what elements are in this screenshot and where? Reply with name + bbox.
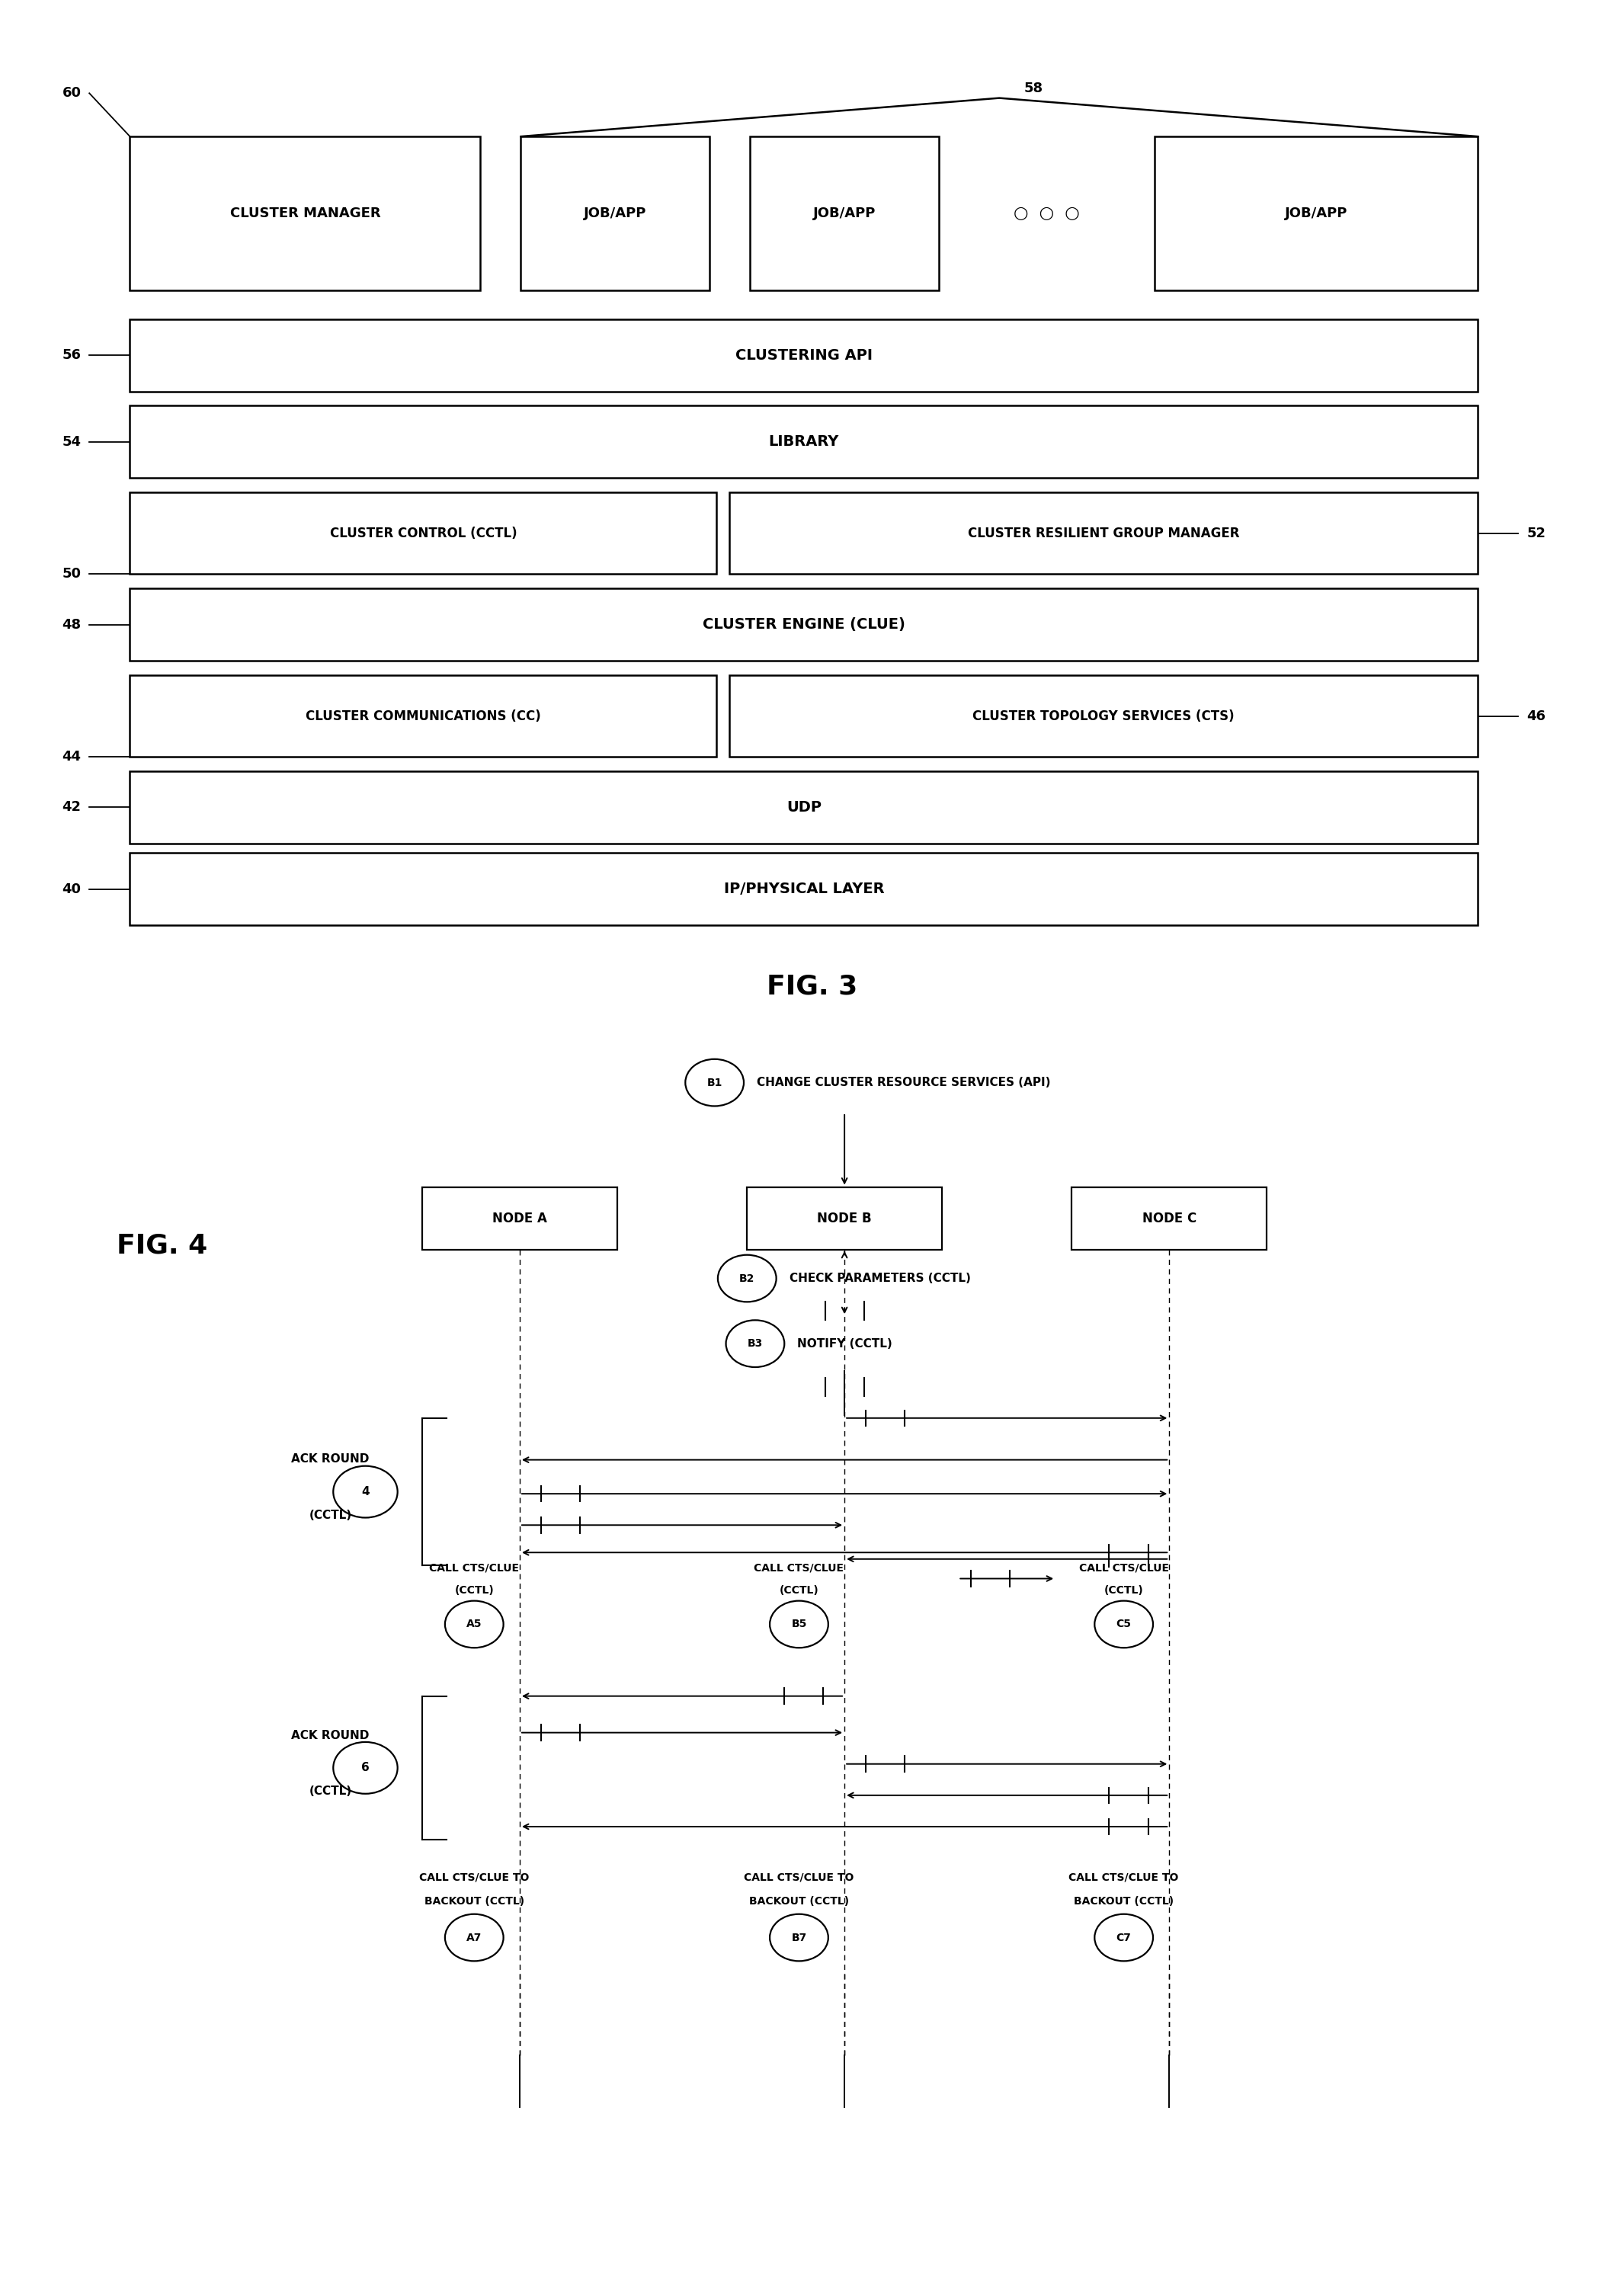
Bar (729, 492, 1478, 575)
Bar (1072, 1186, 1267, 1250)
Text: (CCTL): (CCTL) (309, 1509, 352, 1521)
Bar (750, 137, 939, 291)
Text: 56: 56 (62, 348, 81, 362)
Text: NODE B: NODE B (817, 1211, 872, 1225)
Text: B1: B1 (706, 1076, 723, 1088)
Text: B7: B7 (791, 1933, 807, 1942)
Text: A5: A5 (466, 1619, 482, 1630)
Text: FIG. 3: FIG. 3 (767, 973, 857, 998)
Text: 46: 46 (1527, 710, 1546, 724)
Text: CLUSTER ENGINE (CLUE): CLUSTER ENGINE (CLUE) (703, 618, 905, 632)
Text: JOB/APP: JOB/APP (814, 206, 875, 220)
Text: BACKOUT (CCTL): BACKOUT (CCTL) (1073, 1896, 1174, 1905)
Bar (747, 1186, 942, 1250)
Text: CHANGE CLUSTER RESOURCE SERVICES (API): CHANGE CLUSTER RESOURCE SERVICES (API) (757, 1076, 1051, 1088)
Text: CALL CTS/CLUE TO: CALL CTS/CLUE TO (744, 1873, 854, 1882)
Text: CLUSTER MANAGER: CLUSTER MANAGER (231, 206, 380, 220)
Text: ACK ROUND: ACK ROUND (291, 1454, 369, 1466)
Text: NODE C: NODE C (1142, 1211, 1197, 1225)
Text: CLUSTER COMMUNICATIONS (CC): CLUSTER COMMUNICATIONS (CC) (305, 710, 541, 724)
Text: CLUSTER TOPOLOGY SERVICES (CTS): CLUSTER TOPOLOGY SERVICES (CTS) (973, 710, 1234, 724)
Text: C7: C7 (1116, 1933, 1132, 1942)
Bar (130, 318, 1478, 392)
Text: 58: 58 (1023, 82, 1043, 96)
Text: CALL CTS/CLUE: CALL CTS/CLUE (429, 1562, 520, 1573)
Text: B3: B3 (747, 1337, 763, 1349)
Text: NOTIFY (CCTL): NOTIFY (CCTL) (797, 1337, 893, 1349)
Bar (130, 676, 716, 758)
Bar (1155, 137, 1478, 291)
Text: ACK ROUND: ACK ROUND (291, 1729, 369, 1740)
Text: BACKOUT (CCTL): BACKOUT (CCTL) (749, 1896, 849, 1905)
Text: JOB/APP: JOB/APP (583, 206, 646, 220)
Text: CALL CTS/CLUE: CALL CTS/CLUE (754, 1562, 844, 1573)
Text: 52: 52 (1527, 527, 1546, 540)
Bar (130, 405, 1478, 479)
Text: CHECK PARAMETERS (CCTL): CHECK PARAMETERS (CCTL) (789, 1273, 971, 1285)
Text: BACKOUT (CCTL): BACKOUT (CCTL) (424, 1896, 525, 1905)
Text: CLUSTER CONTROL (CCTL): CLUSTER CONTROL (CCTL) (330, 527, 516, 540)
Text: FIG. 4: FIG. 4 (117, 1232, 208, 1260)
Bar (130, 137, 481, 291)
Bar (130, 772, 1478, 843)
Text: 54: 54 (62, 435, 81, 449)
Text: B5: B5 (791, 1619, 807, 1630)
Text: UDP: UDP (786, 799, 822, 815)
Text: CALL CTS/CLUE TO: CALL CTS/CLUE TO (1069, 1873, 1179, 1882)
Text: JOB/APP: JOB/APP (1285, 206, 1348, 220)
Text: ○  ○  ○: ○ ○ ○ (1013, 206, 1080, 222)
Text: 48: 48 (62, 618, 81, 632)
Text: 42: 42 (62, 802, 81, 815)
Text: 6: 6 (361, 1763, 370, 1772)
Text: (CCTL): (CCTL) (780, 1585, 818, 1596)
Text: CALL CTS/CLUE TO: CALL CTS/CLUE TO (419, 1873, 529, 1882)
Bar (422, 1186, 617, 1250)
Text: B2: B2 (739, 1273, 755, 1285)
Text: 60: 60 (62, 87, 81, 101)
Bar (130, 854, 1478, 925)
Text: 40: 40 (62, 882, 81, 895)
Text: CALL CTS/CLUE: CALL CTS/CLUE (1078, 1562, 1169, 1573)
Text: (CCTL): (CCTL) (1104, 1585, 1143, 1596)
Text: IP/PHYSICAL LAYER: IP/PHYSICAL LAYER (724, 882, 883, 895)
Text: 50: 50 (62, 568, 81, 582)
Text: 44: 44 (62, 751, 81, 763)
Bar (521, 137, 710, 291)
Text: LIBRARY: LIBRARY (768, 435, 840, 449)
Text: A7: A7 (466, 1933, 482, 1942)
Bar (130, 589, 1478, 660)
Bar (130, 492, 716, 575)
Bar (729, 676, 1478, 758)
Text: CLUSTERING API: CLUSTERING API (736, 348, 872, 362)
Text: C5: C5 (1116, 1619, 1132, 1630)
Text: 4: 4 (362, 1486, 369, 1498)
Text: (CCTL): (CCTL) (455, 1585, 494, 1596)
Text: NODE A: NODE A (492, 1211, 547, 1225)
Text: (CCTL): (CCTL) (309, 1786, 352, 1798)
Text: CLUSTER RESILIENT GROUP MANAGER: CLUSTER RESILIENT GROUP MANAGER (968, 527, 1239, 540)
